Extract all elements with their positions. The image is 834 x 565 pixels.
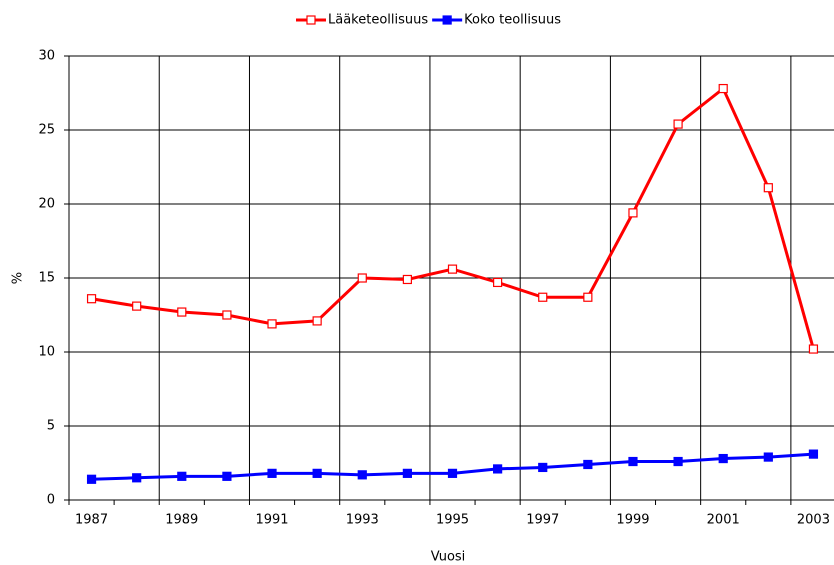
x-axis-label: Vuosi: [431, 550, 466, 565]
marker: [357, 470, 367, 480]
x-tick-label: 1991: [255, 513, 288, 528]
legend: Lääketeollisuus Koko teollisuus: [296, 13, 561, 28]
marker: [763, 183, 773, 193]
marker: [583, 459, 593, 470]
marker: [628, 456, 638, 467]
marker: [177, 307, 187, 317]
marker: [493, 464, 503, 474]
marker: [402, 468, 412, 478]
series-line: [91, 86, 815, 350]
marker: [808, 344, 819, 354]
marker: [222, 310, 232, 320]
marker: [306, 15, 316, 25]
marker: [312, 468, 322, 478]
y-tick-label: 15: [38, 271, 55, 286]
x-tick-label: 1989: [165, 513, 198, 528]
y-tick-label: 30: [38, 49, 55, 64]
y-tick-label: 0: [47, 493, 55, 508]
marker: [86, 474, 97, 484]
marker: [86, 294, 97, 304]
marker: [808, 449, 819, 459]
y-tick-label: 10: [38, 345, 55, 360]
legend-label: Koko teollisuus: [464, 13, 561, 28]
marker: [267, 319, 277, 329]
x-tick-label: 1987: [75, 513, 108, 528]
marker: [132, 301, 142, 311]
marker: [447, 264, 458, 274]
marker: [673, 456, 683, 467]
marker: [628, 208, 638, 218]
marker: [267, 468, 277, 478]
y-tick-label: 20: [38, 197, 55, 212]
x-tick-label: 2003: [797, 513, 830, 528]
legend-label: Lääketeollisuus: [328, 13, 428, 28]
marker: [673, 119, 683, 129]
x-tick-label: 1993: [346, 513, 379, 528]
marker: [357, 273, 367, 283]
marker: [493, 277, 503, 288]
marker: [763, 452, 773, 462]
marker: [312, 316, 322, 326]
marker: [402, 274, 412, 285]
marker: [538, 292, 548, 302]
x-tick-label: 1995: [436, 513, 469, 528]
y-tick-label: 5: [47, 419, 55, 434]
y-tick-label: 25: [38, 123, 55, 138]
x-tick-label: 1997: [526, 513, 559, 528]
x-tick-label: 1999: [616, 513, 649, 528]
y-axis-label: %: [11, 272, 26, 284]
marker: [583, 292, 593, 302]
marker: [718, 453, 728, 464]
x-tick-label: 2001: [707, 513, 740, 528]
marker: [718, 83, 728, 94]
marker: [132, 473, 142, 483]
marker: [538, 462, 548, 473]
marker: [222, 471, 232, 481]
marker: [447, 468, 458, 478]
marker: [177, 471, 187, 481]
marker: [442, 15, 452, 25]
